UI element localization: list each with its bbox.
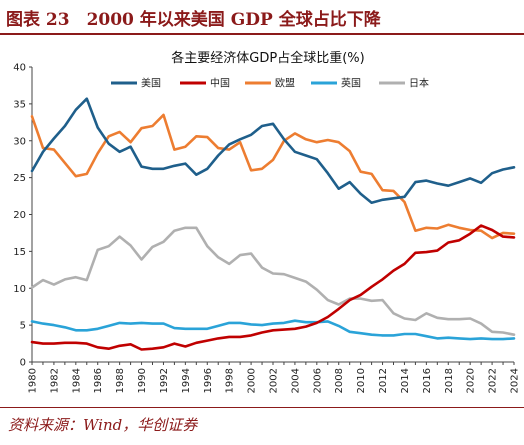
x-tick-label: 2022: [488, 368, 499, 393]
series-line-日本: [30, 226, 516, 337]
series-line-英国: [30, 319, 516, 341]
series-line-中国: [30, 224, 516, 351]
y-tick-label: 0: [20, 358, 26, 369]
x-tick-label: 1996: [203, 368, 214, 393]
x-tick-label: 2020: [466, 368, 477, 393]
legend-label: 美国: [141, 77, 161, 90]
legend-label: 英国: [341, 77, 361, 90]
y-tick-label: 25: [13, 173, 26, 184]
x-tick-label: 1982: [49, 368, 60, 393]
y-tick-label: 15: [13, 247, 26, 258]
series-line-美国: [30, 97, 516, 204]
legend-label: 中国: [210, 77, 230, 90]
x-tick-label: 2004: [290, 368, 301, 393]
x-tick-label: 1990: [137, 368, 148, 393]
y-tick-label: 30: [13, 136, 26, 147]
y-tick-label: 20: [13, 210, 26, 221]
figure-title: 图表 23 2000 年以来美国 GDP 全球占比下降: [6, 10, 381, 30]
footer-rule: [0, 407, 524, 408]
legend-label: 日本: [409, 77, 429, 90]
series-line-欧盟: [30, 113, 516, 240]
x-tick-label: 2006: [312, 368, 323, 393]
chart-series: [30, 97, 516, 351]
x-tick-label: 1980: [28, 368, 39, 393]
x-tick-label: 1992: [159, 368, 170, 393]
figure-header: 图表 23 2000 年以来美国 GDP 全球占比下降: [0, 0, 524, 36]
chart-legend: 美国 中国 欧盟 英国 日本: [111, 77, 429, 90]
header-rule: [0, 33, 524, 35]
legend-label: 欧盟: [275, 78, 295, 90]
x-tick-label: 2024: [510, 368, 521, 393]
x-tick-label: 2016: [422, 368, 433, 393]
y-tick-label: 35: [13, 99, 26, 110]
chart-axes: 0 5 10 15 20 25 30 35 40 1980 1982 1984 1986 1988 1990…: [13, 63, 520, 394]
x-tick-label: 1998: [225, 368, 236, 393]
x-tick-label: 2010: [356, 368, 367, 393]
x-tick-label: 1994: [181, 368, 192, 393]
x-tick-label: 2008: [334, 368, 345, 393]
x-tick-label: 2014: [400, 368, 411, 393]
x-tick-label: 1988: [115, 368, 126, 393]
chart-title: 各主要经济体GDP占全球比重(%): [171, 50, 364, 66]
x-tick-label: 2002: [269, 368, 280, 393]
x-tick-label: 2012: [378, 368, 389, 393]
x-tick-label: 2018: [444, 368, 455, 393]
x-tick-label: 1986: [93, 368, 104, 393]
y-tick-label: 5: [20, 321, 26, 332]
x-tick-label: 2000: [247, 368, 258, 393]
figure-source: 资料来源：Wind，华创证券: [8, 416, 198, 434]
y-tick-label: 10: [13, 284, 26, 295]
y-tick-label: 40: [13, 63, 26, 74]
x-tick-label: 1984: [71, 368, 82, 393]
